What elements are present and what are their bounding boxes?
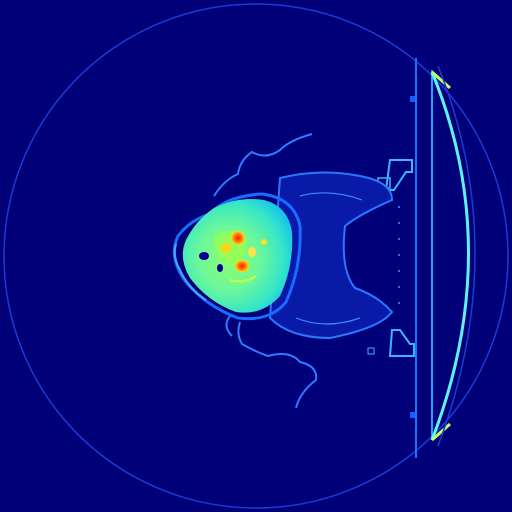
hair-strands	[213, 133, 318, 409]
head-outline	[172, 192, 302, 321]
head-cushion	[268, 171, 394, 340]
field-of-view-ring	[3, 3, 509, 509]
scanner-table	[367, 58, 476, 458]
internal-structures	[199, 230, 267, 283]
